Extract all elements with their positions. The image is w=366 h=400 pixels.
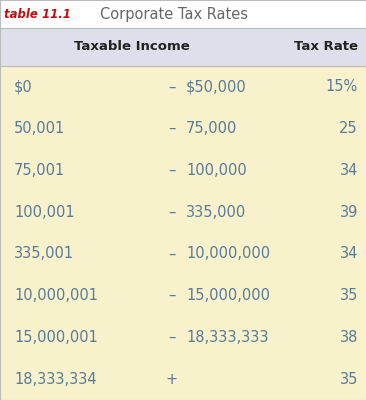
Text: $50,000: $50,000 (186, 79, 247, 94)
Text: 100,001: 100,001 (14, 205, 75, 220)
Text: $0: $0 (14, 79, 33, 94)
Bar (0, 275, 366, 316)
Text: table 11.1: table 11.1 (4, 8, 71, 20)
Text: 50,001: 50,001 (14, 121, 65, 136)
Bar (0, 316, 366, 358)
Text: 39: 39 (340, 205, 358, 220)
Bar (0, 0, 366, 28)
Text: –: – (168, 79, 176, 94)
Text: 335,001: 335,001 (14, 246, 74, 261)
Text: 34: 34 (340, 163, 358, 178)
Text: 35: 35 (340, 372, 358, 387)
Text: 100,000: 100,000 (186, 163, 247, 178)
Text: 15%: 15% (326, 79, 358, 94)
Bar (0, 150, 366, 191)
Bar (0, 66, 366, 108)
Bar (0, 233, 366, 275)
Text: –: – (168, 163, 176, 178)
Text: 75,000: 75,000 (186, 121, 238, 136)
Text: Corporate Tax Rates: Corporate Tax Rates (100, 6, 248, 22)
Text: 75,001: 75,001 (14, 163, 65, 178)
Text: –: – (168, 121, 176, 136)
Text: 18,333,333: 18,333,333 (186, 330, 269, 345)
Text: 34: 34 (340, 246, 358, 261)
Text: –: – (168, 288, 176, 303)
Text: Taxable Income: Taxable Income (74, 40, 190, 54)
Text: 38: 38 (340, 330, 358, 345)
Text: +: + (166, 372, 178, 387)
Text: 15,000,001: 15,000,001 (14, 330, 98, 345)
Text: –: – (168, 330, 176, 345)
Bar (0, 358, 366, 400)
Text: 15,000,000: 15,000,000 (186, 288, 270, 303)
Text: 35: 35 (340, 288, 358, 303)
Text: 18,333,334: 18,333,334 (14, 372, 97, 387)
Bar (0, 108, 366, 150)
Text: 25: 25 (339, 121, 358, 136)
Text: 10,000,001: 10,000,001 (14, 288, 98, 303)
Text: 335,000: 335,000 (186, 205, 246, 220)
Text: 10,000,000: 10,000,000 (186, 246, 270, 261)
Text: –: – (168, 205, 176, 220)
Bar (0, 28, 366, 66)
Text: Tax Rate: Tax Rate (294, 40, 358, 54)
Text: –: – (168, 246, 176, 261)
Bar (0, 191, 366, 233)
